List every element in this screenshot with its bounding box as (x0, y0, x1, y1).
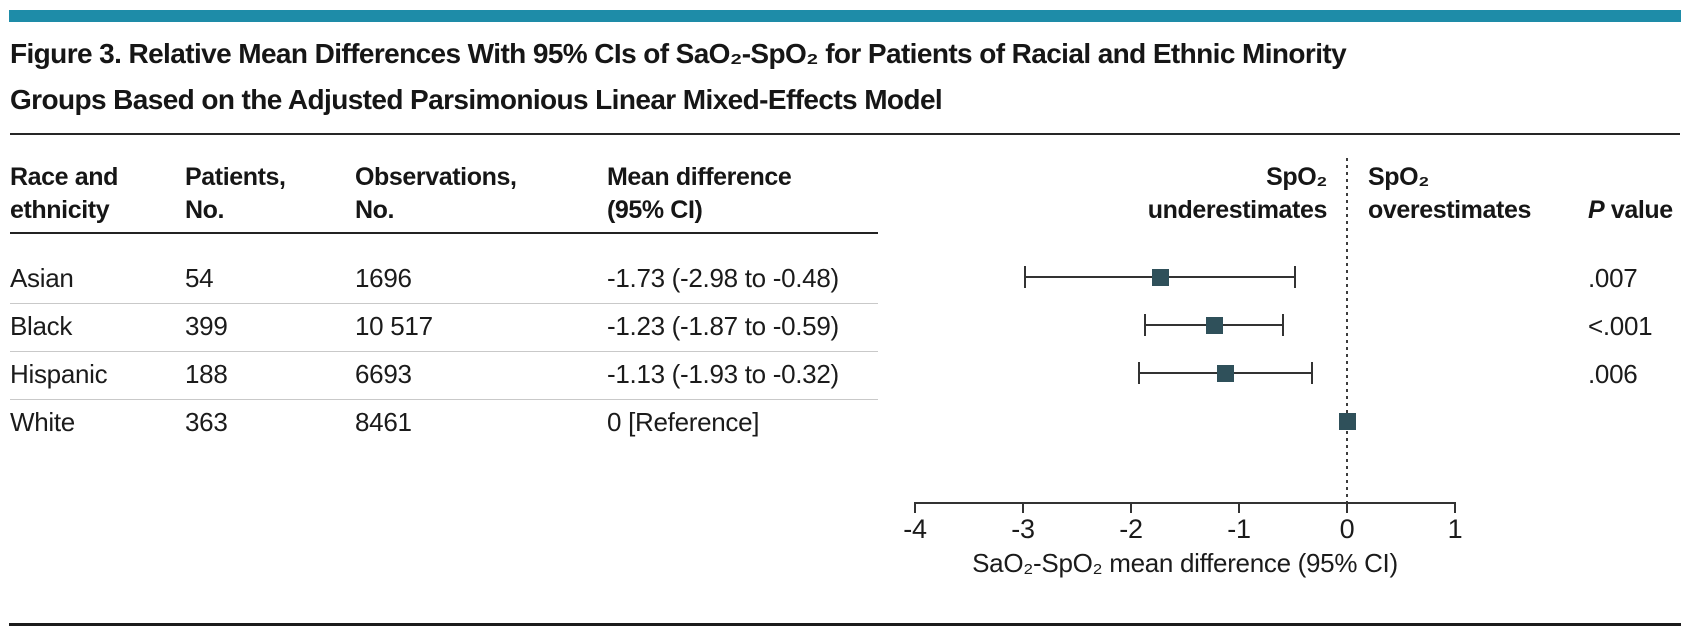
cell-mean-difference: -1.23 (-1.87 to -0.59) (607, 311, 839, 341)
cell-mean-difference: -1.73 (-2.98 to -0.48) (607, 263, 839, 293)
axis-tick (1454, 503, 1456, 513)
cell-race: Black (10, 311, 73, 341)
mean-marker (1152, 269, 1170, 286)
label-spo2-overestimates: SpO₂ overestimates (1368, 163, 1531, 224)
header-p-value-rest: value (1604, 196, 1673, 224)
cell-patients: 399 (185, 311, 228, 341)
axis-tick (1238, 503, 1240, 513)
cell-observations: 6693 (355, 359, 412, 389)
ci-cap-high (1311, 362, 1314, 384)
header-race-ethnicity: Race and ethnicity (10, 163, 118, 224)
ci-cap-high (1294, 266, 1297, 288)
cell-patients: 363 (185, 407, 228, 437)
figure-title-line-1: Figure 3. Relative Mean Differences With… (10, 38, 1347, 69)
axis-tick (914, 503, 916, 513)
cell-race: Asian (10, 263, 74, 293)
bottom-rule (9, 623, 1681, 626)
ci-cap-low (1137, 362, 1140, 384)
row-separator (10, 303, 878, 304)
ci-cap-low (1024, 266, 1027, 288)
ci-cap-high (1282, 314, 1285, 336)
row-separator (10, 351, 878, 352)
header-p-value: P value (1588, 194, 1673, 227)
cell-p-value: .007 (1588, 263, 1638, 293)
axis-tick (1346, 503, 1348, 513)
header-patients-no: Patients, No. (185, 163, 286, 224)
header-p-value-italic: P (1588, 196, 1605, 224)
accent-bar (9, 10, 1681, 22)
cell-observations: 1696 (355, 263, 412, 293)
cell-p-value: .006 (1588, 359, 1638, 389)
title-rule (10, 133, 1680, 135)
axis-tick-label: 0 (1339, 514, 1355, 544)
axis-tick (1130, 503, 1132, 513)
x-axis-label: SaO₂-SpO₂ mean difference (95% CI) (972, 548, 1398, 578)
axis-tick-label: -4 (903, 514, 927, 544)
zero-reference-line (1346, 158, 1348, 504)
mean-marker (1339, 413, 1356, 430)
cell-race: White (10, 407, 75, 437)
axis-tick-label: -1 (1227, 514, 1251, 544)
axis-tick (1022, 503, 1024, 513)
figure-title-line-2: Groups Based on the Adjusted Parsimoniou… (10, 84, 943, 115)
cell-race: Hispanic (10, 359, 108, 389)
cell-patients: 188 (185, 359, 228, 389)
mean-marker (1216, 365, 1234, 382)
header-mean-difference: Mean difference (95% CI) (607, 163, 792, 224)
cell-observations: 8461 (355, 407, 412, 437)
axis-tick-label: -3 (1011, 514, 1035, 544)
label-spo2-underestimates: SpO₂ underestimates (1147, 163, 1328, 224)
mean-marker (1206, 317, 1224, 334)
cell-mean-difference: 0 [Reference] (607, 407, 760, 437)
x-axis-line (914, 502, 1456, 504)
cell-observations: 10 517 (355, 311, 433, 341)
row-separator (10, 399, 878, 400)
cell-mean-difference: -1.13 (-1.93 to -0.32) (607, 359, 839, 389)
axis-tick-label: -2 (1119, 514, 1143, 544)
cell-p-value: <.001 (1588, 311, 1653, 341)
ci-cap-low (1144, 314, 1147, 336)
figure-title: Figure 3. Relative Mean Differences With… (10, 31, 1680, 123)
axis-tick-label: 1 (1447, 514, 1463, 544)
table-header-rule (10, 232, 878, 234)
cell-patients: 54 (185, 263, 214, 293)
header-observations-no: Observations, No. (355, 163, 517, 224)
